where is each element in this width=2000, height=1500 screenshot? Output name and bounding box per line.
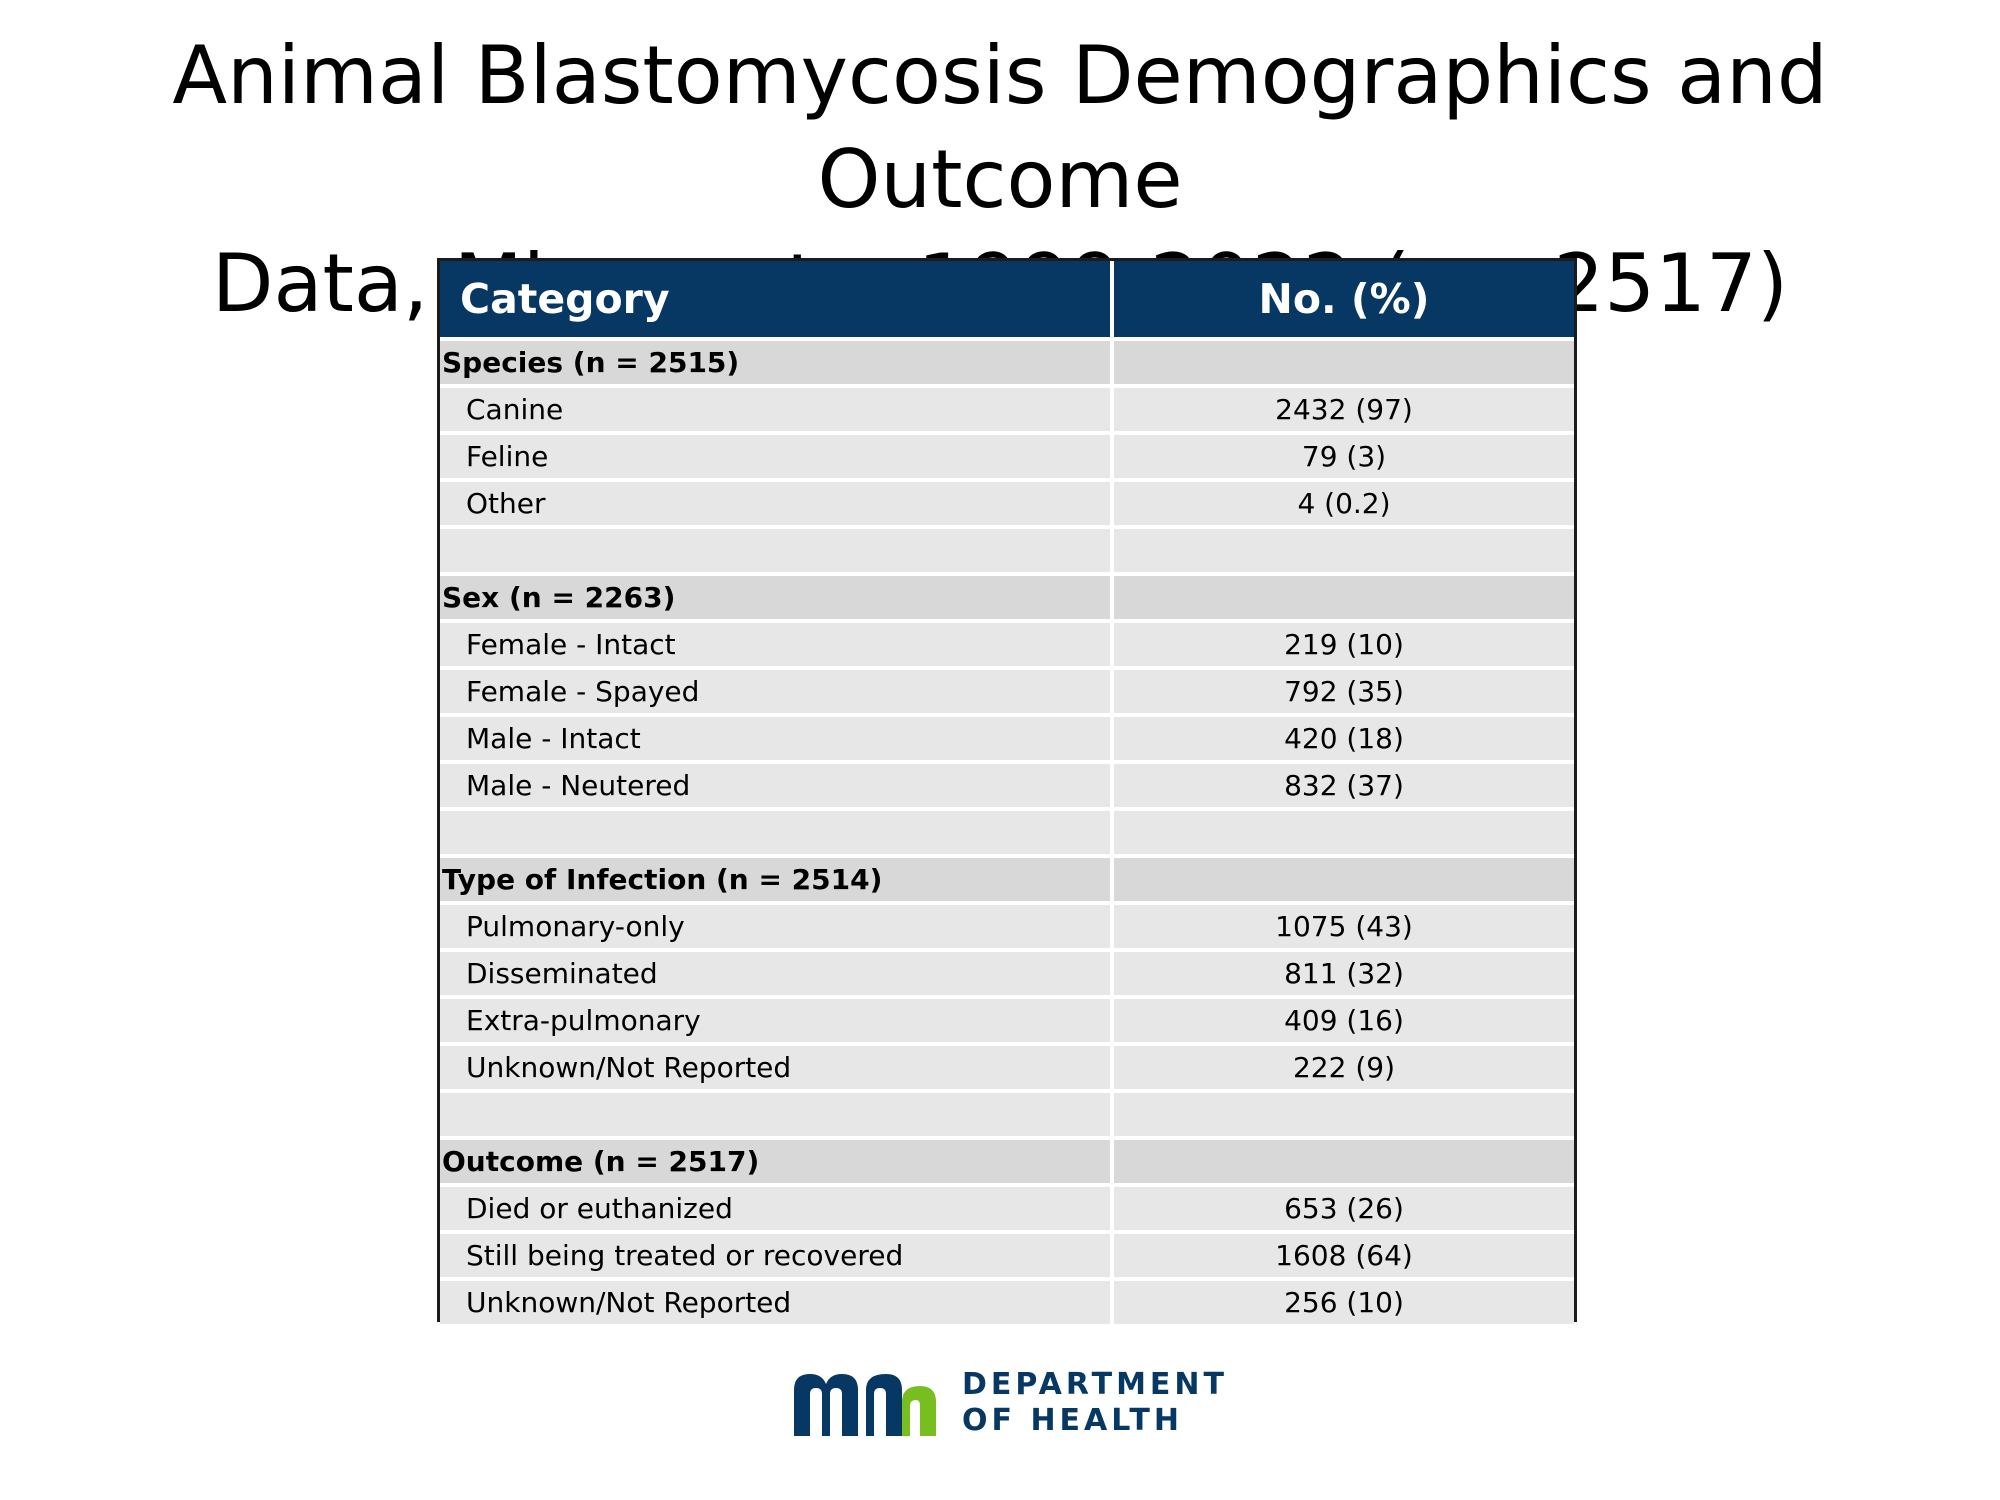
section-row: Type of Infection (n = 2514): [440, 856, 1574, 905]
row-label: Female - Spayed: [440, 668, 1114, 717]
row-value: 256 (10): [1112, 1279, 1574, 1328]
logo-line-2: OF HEALTH: [962, 1403, 1183, 1438]
spacer-row: [440, 1091, 1574, 1140]
table-row: Canine 2432 (97): [440, 386, 1574, 435]
row-label: [440, 1091, 1114, 1140]
row-value: 811 (32): [1112, 950, 1574, 999]
row-value: 792 (35): [1112, 668, 1574, 717]
row-label: [440, 809, 1114, 858]
table-row: Unknown/Not Reported 256 (10): [440, 1279, 1574, 1328]
mn-logo-icon: [794, 1374, 936, 1436]
row-label: Pulmonary-only: [440, 903, 1114, 952]
table-row: Unknown/Not Reported 222 (9): [440, 1044, 1574, 1093]
data-table: Category No. (%) Species (n = 2515) Canin…: [437, 258, 1577, 1328]
table-row: Died or euthanized 653 (26): [440, 1185, 1574, 1234]
title-line-1: Animal Blastomycosis Demographics and Ou…: [172, 29, 1828, 226]
table-row: Disseminated 811 (32): [440, 950, 1574, 999]
row-value: [1112, 574, 1574, 623]
row-label: Still being treated or recovered: [440, 1232, 1114, 1281]
row-label: [440, 527, 1114, 576]
section-label: Species (n = 2515): [440, 339, 1114, 388]
section-row: Species (n = 2515): [440, 339, 1574, 388]
row-value: 222 (9): [1112, 1044, 1574, 1093]
spacer-row: [440, 809, 1574, 858]
table-row: Feline 79 (3): [440, 433, 1574, 482]
table-row: Still being treated or recovered 1608 (64…: [440, 1232, 1574, 1281]
row-label: Died or euthanized: [440, 1185, 1114, 1234]
row-label: Disseminated: [440, 950, 1114, 999]
row-value: [1112, 856, 1574, 905]
row-value: 2432 (97): [1112, 386, 1574, 435]
row-label: Feline: [440, 433, 1114, 482]
row-value: [1112, 1138, 1574, 1187]
table-row: Other 4 (0.2): [440, 480, 1574, 529]
row-value: 653 (26): [1112, 1185, 1574, 1234]
row-label: Unknown/Not Reported: [440, 1044, 1114, 1093]
row-value: [1112, 809, 1574, 858]
logo-text: DEPARTMENT OF HEALTH: [962, 1367, 1228, 1439]
row-value: [1112, 339, 1574, 388]
header-count-percent: No. (%): [1112, 261, 1574, 341]
row-label: Male - Intact: [440, 715, 1114, 764]
row-label: Canine: [440, 386, 1114, 435]
section-row: Sex (n = 2263): [440, 574, 1574, 623]
logo-line-1: DEPARTMENT: [962, 1367, 1228, 1402]
row-label: Male - Neutered: [440, 762, 1114, 811]
section-label: Sex (n = 2263): [440, 574, 1114, 623]
section-label: Outcome (n = 2517): [440, 1138, 1114, 1187]
row-value: 409 (16): [1112, 997, 1574, 1046]
table-row: Female - Spayed 792 (35): [440, 668, 1574, 717]
row-value: 219 (10): [1112, 621, 1574, 670]
table-row: Female - Intact 219 (10): [440, 621, 1574, 670]
row-label: Extra-pulmonary: [440, 997, 1114, 1046]
row-value: [1112, 1091, 1574, 1140]
row-label: Unknown/Not Reported: [440, 1279, 1114, 1328]
section-row: Outcome (n = 2517): [440, 1138, 1574, 1187]
header-category: Category: [440, 261, 1114, 341]
row-value: 832 (37): [1112, 762, 1574, 811]
section-label: Type of Infection (n = 2514): [440, 856, 1114, 905]
table-body: Species (n = 2515) Canine 2432 (97) Feline 7…: [440, 339, 1574, 1328]
table-row: Male - Intact 420 (18): [440, 715, 1574, 764]
table-row: Extra-pulmonary 409 (16): [440, 997, 1574, 1046]
row-value: 1075 (43): [1112, 903, 1574, 952]
table-header-row: Category No. (%): [440, 261, 1574, 341]
row-value: 1608 (64): [1112, 1232, 1574, 1281]
table-row: Male - Neutered 832 (37): [440, 762, 1574, 811]
table-row: Pulmonary-only 1075 (43): [440, 903, 1574, 952]
row-label: Other: [440, 480, 1114, 529]
row-label: Female - Intact: [440, 621, 1114, 670]
spacer-row: [440, 527, 1574, 576]
row-value: [1112, 527, 1574, 576]
row-value: 4 (0.2): [1112, 480, 1574, 529]
row-value: 79 (3): [1112, 433, 1574, 482]
mdh-logo: DEPARTMENT OF HEALTH: [790, 1367, 1228, 1439]
row-value: 420 (18): [1112, 715, 1574, 764]
